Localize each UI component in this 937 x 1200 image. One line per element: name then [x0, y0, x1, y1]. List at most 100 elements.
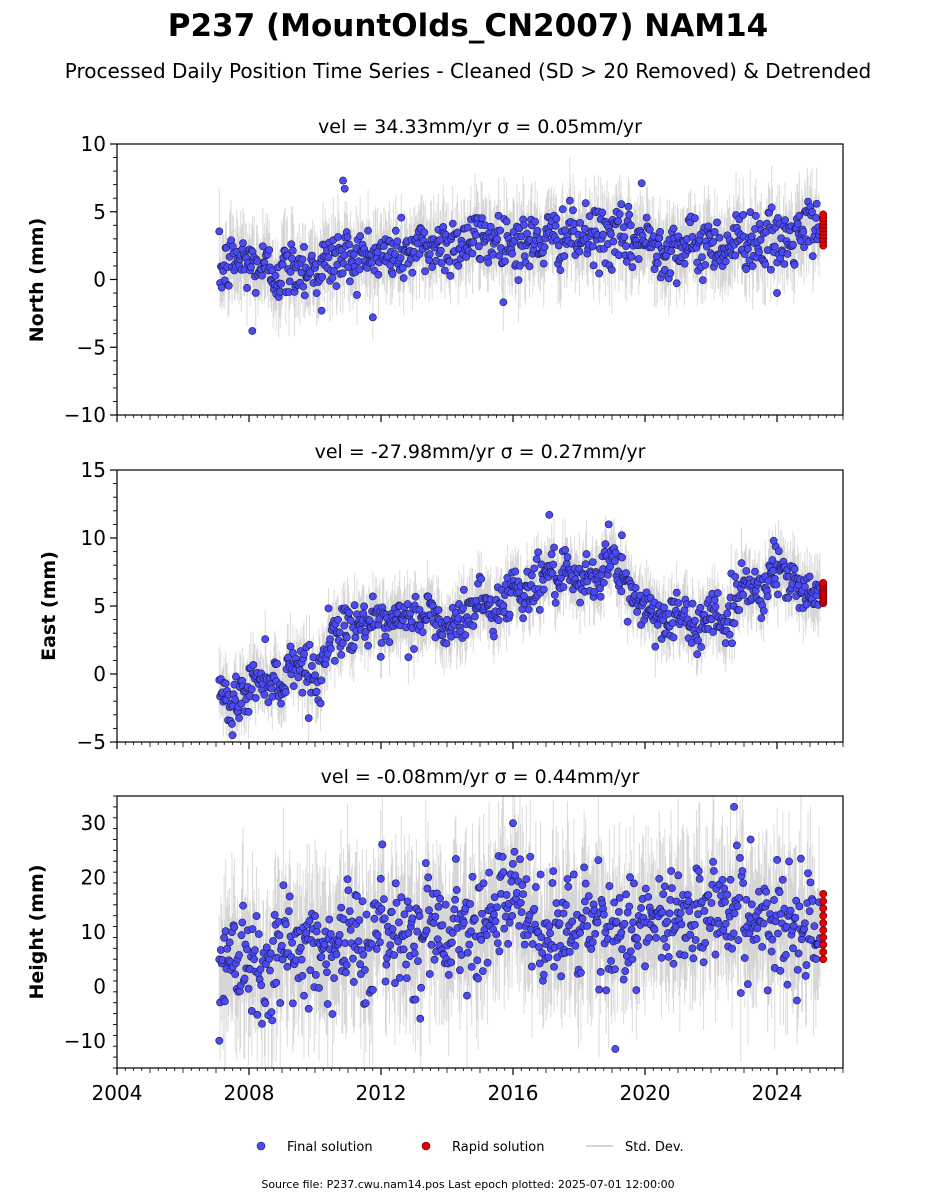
final-solution-point	[773, 289, 781, 297]
final-solution-point	[491, 917, 500, 926]
final-solution-point	[391, 250, 399, 258]
final-solution-point	[306, 268, 315, 277]
final-solution-point	[508, 911, 516, 920]
final-solution-point	[424, 873, 433, 882]
final-solution-point	[402, 960, 410, 969]
final-solution-point	[548, 879, 557, 887]
y-tick-label: −10	[64, 1029, 106, 1053]
final-solution-point	[416, 1014, 425, 1023]
final-solution-point	[729, 929, 738, 938]
final-solution-point	[477, 936, 486, 944]
final-solution-point	[463, 223, 472, 232]
final-solution-point	[581, 879, 590, 888]
final-solution-point	[590, 587, 599, 596]
final-solution-point	[539, 585, 548, 594]
final-solution-point	[674, 871, 683, 880]
final-solution-point	[414, 957, 422, 966]
east-axis-label: East (mm)	[38, 551, 60, 661]
final-solution-point	[588, 242, 597, 251]
final-solution-point	[355, 916, 364, 925]
figure-subtitle: Processed Daily Position Time Series - C…	[65, 59, 871, 83]
final-solution-point	[505, 610, 514, 619]
final-solution-point	[519, 890, 528, 898]
final-solution-point	[588, 938, 597, 947]
final-solution-point	[510, 847, 519, 856]
final-solution-point	[628, 955, 637, 964]
final-solution-point	[740, 954, 749, 962]
final-solution-point	[559, 909, 568, 918]
final-solution-point	[680, 951, 689, 960]
final-solution-point	[492, 930, 501, 939]
final-solution-point	[561, 901, 570, 909]
legend-final-label: Final solution	[287, 1140, 373, 1155]
final-solution-point	[700, 907, 709, 915]
final-solution-point	[768, 935, 777, 944]
final-solution-point	[524, 605, 533, 614]
final-solution-point	[251, 288, 260, 297]
final-solution-point	[476, 255, 485, 264]
final-solution-point	[660, 882, 669, 891]
final-solution-point	[626, 221, 635, 230]
final-solution-point	[637, 904, 645, 912]
final-solution-point	[580, 863, 588, 872]
final-solution-point	[739, 210, 748, 219]
final-solution-point	[251, 946, 259, 955]
rapid-solution-point	[819, 578, 828, 587]
final-solution-point	[800, 582, 809, 591]
final-solution-point	[270, 911, 279, 919]
final-solution-point	[508, 859, 517, 868]
height-panel: vel = -0.08mm/yr σ = 0.44mm/yr Height (m…	[26, 766, 844, 1105]
final-solution-point	[376, 938, 384, 947]
final-solution-point	[273, 659, 281, 668]
final-solution-point	[763, 592, 772, 601]
x-tick-label: 2024	[752, 1081, 803, 1105]
final-solution-point	[701, 938, 710, 947]
final-solution-point	[511, 871, 520, 880]
y-tick-label: 0	[93, 662, 106, 686]
final-solution-point	[225, 938, 234, 947]
final-solution-point	[298, 971, 307, 980]
final-solution-point	[666, 895, 675, 904]
final-solution-point	[710, 596, 719, 605]
final-solution-point	[577, 968, 585, 977]
final-solution-point	[736, 853, 744, 862]
final-solution-point	[602, 986, 611, 995]
final-solution-point	[780, 260, 789, 268]
final-solution-point	[637, 179, 646, 188]
north-panel-title: vel = 34.33mm/yr σ = 0.05mm/yr	[318, 116, 642, 138]
final-solution-point	[685, 907, 694, 916]
final-solution-point	[360, 966, 369, 974]
final-solution-point	[748, 262, 757, 271]
final-solution-point	[445, 257, 454, 266]
final-solution-point	[528, 940, 537, 948]
final-solution-point	[511, 567, 520, 576]
final-solution-point	[332, 282, 341, 291]
final-solution-point	[743, 245, 752, 253]
final-solution-point	[402, 974, 411, 983]
final-solution-point	[421, 267, 429, 276]
final-solution-point	[634, 255, 643, 263]
final-solution-point	[253, 1010, 262, 1019]
data-cloud	[215, 510, 828, 742]
final-solution-point	[399, 274, 408, 282]
east-panel-title: vel = -27.98mm/yr σ = 0.27mm/yr	[315, 441, 646, 463]
final-solution-point	[494, 616, 503, 625]
final-solution-point	[405, 904, 414, 913]
y-tick-label: 30	[81, 811, 106, 835]
final-solution-point	[739, 879, 748, 888]
final-solution-point	[582, 550, 591, 558]
final-solution-point	[500, 924, 509, 933]
final-solution-point	[763, 986, 772, 995]
final-solution-point	[709, 867, 718, 875]
final-solution-point	[478, 967, 487, 976]
final-solution-point	[444, 971, 453, 979]
final-solution-point	[343, 233, 352, 241]
final-solution-point	[385, 638, 394, 646]
rapid-solution-point	[819, 948, 828, 956]
final-solution-point	[393, 237, 402, 246]
final-solution-point	[361, 999, 370, 1008]
final-solution-point	[249, 661, 258, 669]
final-solution-point	[611, 557, 619, 565]
final-solution-point	[627, 252, 636, 261]
y-tick-label: 0	[93, 974, 106, 998]
